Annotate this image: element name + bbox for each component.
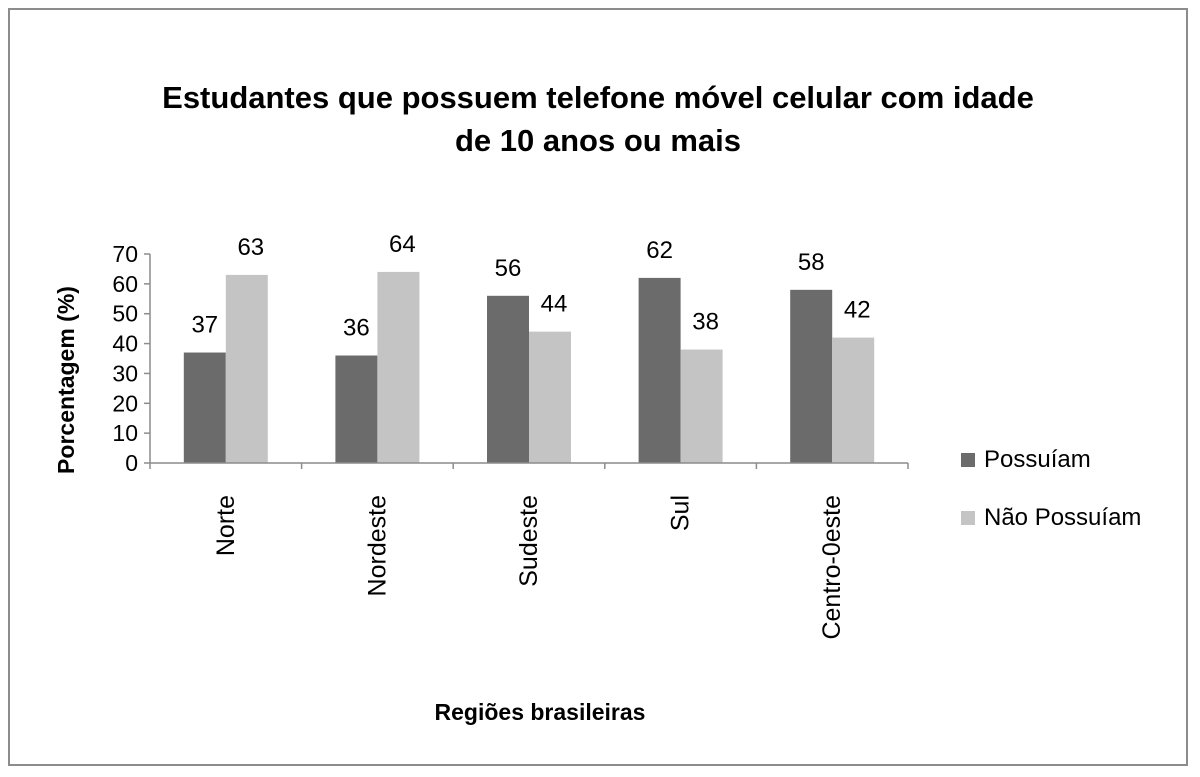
- y-tick-label: 20: [112, 390, 138, 416]
- y-tick-label: 30: [112, 360, 138, 386]
- data-label: 38: [692, 309, 719, 336]
- data-label: 64: [389, 231, 416, 258]
- legend-swatch-possuiam: [961, 453, 975, 467]
- legend-label-nao-possuiam: Não Possuíam: [984, 504, 1141, 531]
- legend: Possuíam Não Possuíam: [961, 446, 1141, 531]
- data-label: 37: [191, 312, 218, 339]
- bar-possuiam: [335, 355, 378, 463]
- data-label: 42: [844, 297, 871, 324]
- y-tick-label: 50: [112, 301, 138, 327]
- bar-nao-possuiam: [680, 349, 723, 463]
- y-tick-label: 70: [112, 241, 138, 267]
- y-tick-label: 60: [112, 271, 138, 297]
- data-label: 58: [798, 249, 825, 276]
- x-tick-label: Sul: [667, 495, 695, 531]
- bar-nao-possuiam: [832, 337, 875, 463]
- data-label: 44: [541, 291, 568, 318]
- x-tick-label: Centro-0este: [818, 495, 846, 640]
- data-label: 36: [343, 315, 370, 342]
- bar-possuiam: [638, 277, 681, 463]
- bar-possuiam: [183, 352, 226, 463]
- data-label: 56: [495, 255, 522, 282]
- x-axis-label: Regiões brasileiras: [435, 699, 646, 725]
- x-tick-label: Norte: [212, 495, 240, 556]
- chart-title-line-1: Estudantes que possuem telefone móvel ce…: [162, 80, 1034, 115]
- bar-possuiam: [487, 295, 529, 463]
- y-tick-label: 40: [112, 331, 138, 357]
- bar-nao-possuiam: [377, 271, 420, 463]
- data-label: 63: [237, 234, 264, 261]
- y-axis-label: Porcentagem (%): [53, 286, 79, 474]
- x-tick-label: Nordeste: [363, 495, 391, 596]
- chart-title-line-2: de 10 anos ou mais: [455, 123, 741, 158]
- data-label: 62: [646, 237, 673, 264]
- plot-area: 0 10 20 30 40 50 60 70 37 63 Norte 36 64 Nordeste 56 44…: [112, 231, 909, 640]
- y-tick-label: 10: [112, 420, 138, 446]
- bar-possuiam: [790, 289, 833, 463]
- legend-swatch-nao-possuiam: [961, 511, 975, 525]
- x-tick-label: Sudeste: [515, 495, 543, 587]
- legend-label-possuiam: Possuíam: [984, 446, 1091, 473]
- bar-nao-possuiam: [225, 274, 268, 463]
- bar-nao-possuiam: [529, 331, 571, 463]
- y-tick-label: 0: [125, 450, 138, 476]
